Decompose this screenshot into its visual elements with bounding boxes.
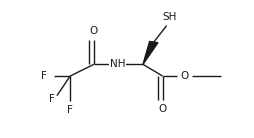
Text: NH: NH	[110, 59, 125, 69]
Text: O: O	[90, 26, 98, 36]
Text: O: O	[180, 71, 188, 81]
Text: F: F	[49, 94, 54, 104]
Polygon shape	[143, 42, 158, 64]
Text: F: F	[67, 105, 73, 115]
Text: F: F	[41, 71, 46, 81]
Text: O: O	[158, 104, 167, 114]
Text: SH: SH	[162, 12, 177, 22]
